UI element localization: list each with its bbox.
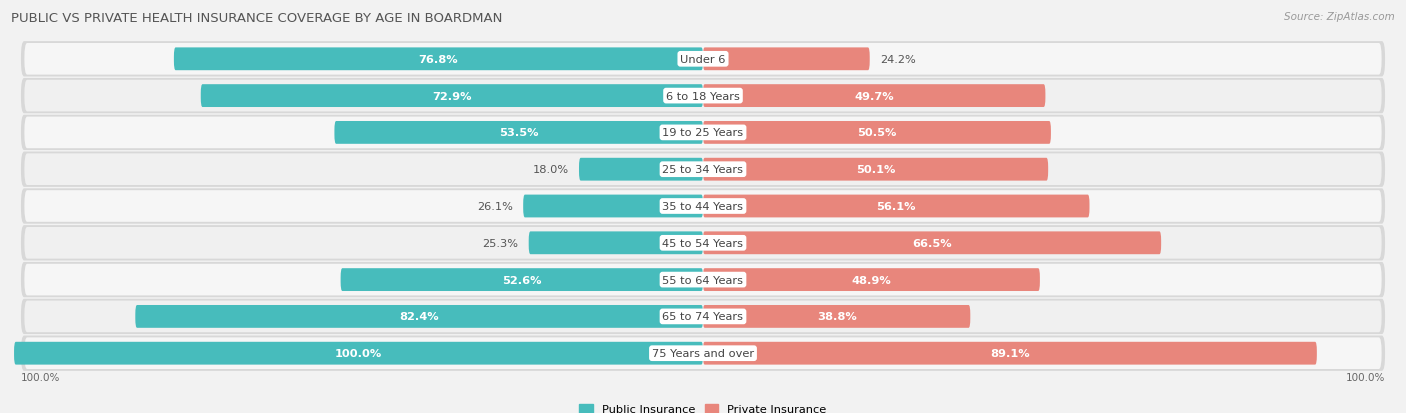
FancyBboxPatch shape <box>24 44 1382 76</box>
Text: 18.0%: 18.0% <box>533 165 568 175</box>
Text: 25 to 34 Years: 25 to 34 Years <box>662 165 744 175</box>
Legend: Public Insurance, Private Insurance: Public Insurance, Private Insurance <box>575 399 831 413</box>
FancyBboxPatch shape <box>21 225 1385 261</box>
Text: 100.0%: 100.0% <box>21 373 60 382</box>
FancyBboxPatch shape <box>703 48 870 71</box>
FancyBboxPatch shape <box>174 48 703 71</box>
Text: PUBLIC VS PRIVATE HEALTH INSURANCE COVERAGE BY AGE IN BOARDMAN: PUBLIC VS PRIVATE HEALTH INSURANCE COVER… <box>11 12 502 25</box>
FancyBboxPatch shape <box>703 268 1040 291</box>
Text: 45 to 54 Years: 45 to 54 Years <box>662 238 744 248</box>
Text: 55 to 64 Years: 55 to 64 Years <box>662 275 744 285</box>
FancyBboxPatch shape <box>21 336 1385 371</box>
FancyBboxPatch shape <box>21 262 1385 297</box>
Text: 52.6%: 52.6% <box>502 275 541 285</box>
FancyBboxPatch shape <box>24 301 1382 332</box>
Text: 89.1%: 89.1% <box>990 348 1029 358</box>
Text: 35 to 44 Years: 35 to 44 Years <box>662 202 744 211</box>
FancyBboxPatch shape <box>21 116 1385 151</box>
Text: 25.3%: 25.3% <box>482 238 519 248</box>
FancyBboxPatch shape <box>703 159 1047 181</box>
Text: 26.1%: 26.1% <box>477 202 513 211</box>
Text: 49.7%: 49.7% <box>855 91 894 101</box>
Text: 19 to 25 Years: 19 to 25 Years <box>662 128 744 138</box>
Text: 76.8%: 76.8% <box>419 55 458 65</box>
Text: Under 6: Under 6 <box>681 55 725 65</box>
FancyBboxPatch shape <box>24 117 1382 149</box>
FancyBboxPatch shape <box>529 232 703 254</box>
Text: 38.8%: 38.8% <box>817 312 856 322</box>
FancyBboxPatch shape <box>21 299 1385 334</box>
FancyBboxPatch shape <box>21 79 1385 114</box>
FancyBboxPatch shape <box>24 191 1382 222</box>
Text: 75 Years and over: 75 Years and over <box>652 348 754 358</box>
Text: 56.1%: 56.1% <box>876 202 915 211</box>
Text: 48.9%: 48.9% <box>852 275 891 285</box>
Text: 100.0%: 100.0% <box>1346 373 1385 382</box>
Text: 24.2%: 24.2% <box>880 55 915 65</box>
Text: Source: ZipAtlas.com: Source: ZipAtlas.com <box>1284 12 1395 22</box>
FancyBboxPatch shape <box>703 305 970 328</box>
Text: 6 to 18 Years: 6 to 18 Years <box>666 91 740 101</box>
FancyBboxPatch shape <box>703 122 1050 145</box>
FancyBboxPatch shape <box>523 195 703 218</box>
Text: 66.5%: 66.5% <box>912 238 952 248</box>
FancyBboxPatch shape <box>703 342 1317 365</box>
FancyBboxPatch shape <box>135 305 703 328</box>
FancyBboxPatch shape <box>21 42 1385 77</box>
FancyBboxPatch shape <box>201 85 703 108</box>
Text: 53.5%: 53.5% <box>499 128 538 138</box>
Text: 50.1%: 50.1% <box>856 165 896 175</box>
FancyBboxPatch shape <box>24 154 1382 185</box>
FancyBboxPatch shape <box>24 264 1382 296</box>
FancyBboxPatch shape <box>579 159 703 181</box>
FancyBboxPatch shape <box>703 195 1090 218</box>
FancyBboxPatch shape <box>703 85 1046 108</box>
FancyBboxPatch shape <box>21 189 1385 224</box>
FancyBboxPatch shape <box>14 342 703 365</box>
Text: 50.5%: 50.5% <box>858 128 897 138</box>
FancyBboxPatch shape <box>340 268 703 291</box>
FancyBboxPatch shape <box>703 232 1161 254</box>
Text: 100.0%: 100.0% <box>335 348 382 358</box>
FancyBboxPatch shape <box>21 152 1385 188</box>
Text: 72.9%: 72.9% <box>432 91 471 101</box>
FancyBboxPatch shape <box>24 337 1382 369</box>
FancyBboxPatch shape <box>24 81 1382 112</box>
Text: 65 to 74 Years: 65 to 74 Years <box>662 312 744 322</box>
FancyBboxPatch shape <box>24 228 1382 259</box>
Text: 82.4%: 82.4% <box>399 312 439 322</box>
FancyBboxPatch shape <box>335 122 703 145</box>
